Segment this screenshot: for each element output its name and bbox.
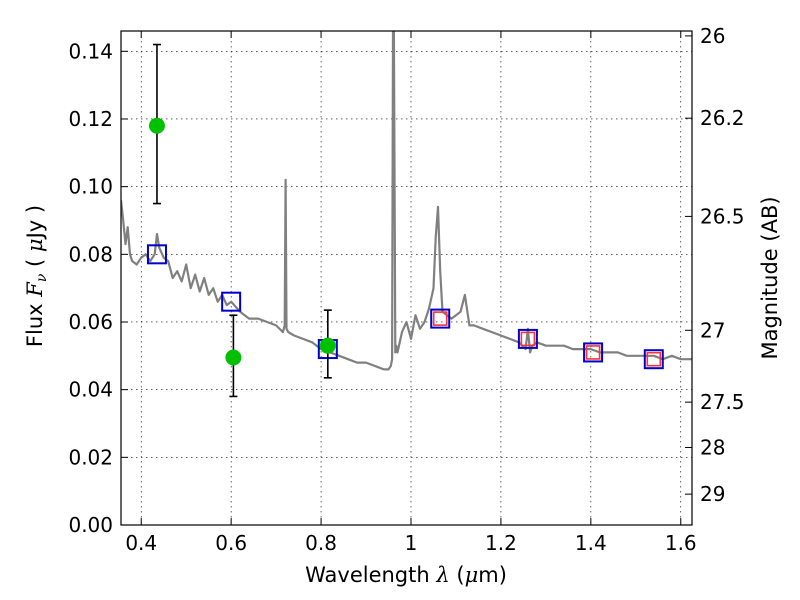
y-tick-label: 0.10	[68, 175, 113, 199]
x-tick-label: 1.6	[665, 531, 697, 555]
model-photometry-square	[430, 308, 451, 329]
y2-axis-title: Magnitude (AB)	[758, 196, 782, 359]
y-tick-label: 0.00	[68, 513, 113, 537]
observed-point	[225, 349, 242, 366]
x-tick-label: 1.4	[575, 531, 607, 555]
x-axis-title: Wavelength λ (μm)	[305, 563, 507, 587]
axis-ticks: 0.4 0.6 0.8 1 1.2 1.4 1.6 0.00 0.02 0.04 0.06 0.08 0…	[68, 24, 744, 555]
y2-tick-label: 26.5	[700, 204, 745, 228]
x-tick-label: 1	[405, 531, 418, 555]
y-tick-label: 0.12	[68, 107, 113, 131]
y-tick-label: 0.04	[68, 378, 113, 402]
model-photometry-square	[517, 328, 538, 349]
observed-nir-square	[432, 311, 448, 326]
y-tick-label: 0.08	[68, 242, 113, 266]
y-tick-label: 0.02	[68, 445, 113, 469]
x-tick-label: 0.4	[125, 531, 157, 555]
x-tick-label: 1.2	[485, 531, 517, 555]
model-photometry-square	[583, 342, 604, 363]
grid-lines	[121, 31, 692, 526]
observed-nir-square	[520, 331, 536, 347]
y2-tick-label: 26	[700, 24, 725, 48]
model-photometry-square	[221, 291, 242, 312]
y-tick-label: 0.14	[68, 39, 113, 63]
y2-tick-label: 28	[700, 435, 725, 459]
sed-model-line	[121, 31, 692, 371]
observed-point	[148, 117, 165, 134]
observed-nir-square	[585, 345, 601, 360]
x-tick-label: 0.8	[305, 531, 337, 555]
observed-nir-square	[646, 351, 662, 367]
model-photometry-square	[643, 349, 664, 370]
plot-data	[121, 31, 692, 398]
y2-tick-label: 26.2	[700, 106, 745, 130]
y-axis-title: Flux Fν ( μJy )	[23, 205, 50, 347]
plot-frame	[120, 30, 693, 526]
observed-point	[319, 337, 336, 354]
y2-tick-label: 27	[700, 318, 725, 342]
y2-tick-label: 27.5	[700, 390, 745, 414]
model-photometry-square	[146, 244, 167, 265]
y2-tick-label: 29	[700, 482, 725, 506]
markers	[146, 43, 664, 398]
y-tick-label: 0.06	[68, 310, 113, 334]
x-tick-label: 0.6	[215, 531, 247, 555]
